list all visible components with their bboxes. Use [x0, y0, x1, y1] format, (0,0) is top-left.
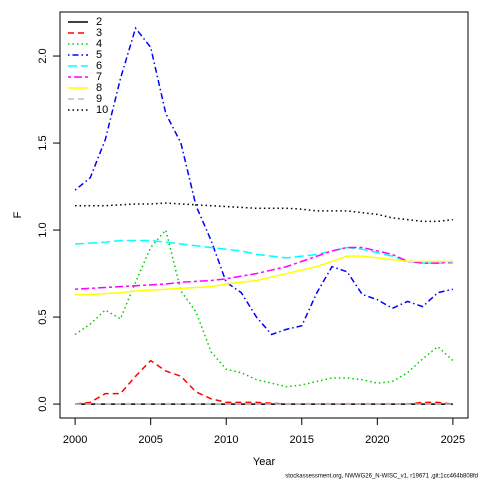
x-tick-label: 2010	[214, 434, 238, 446]
legend-label: 8	[96, 82, 102, 94]
legend-label: 4	[96, 38, 102, 50]
legend-label: 10	[96, 104, 108, 116]
y-tick-label: 2.0	[37, 48, 49, 63]
plot-box	[59, 11, 469, 419]
legend-label: 9	[96, 93, 102, 105]
x-tick-label: 2025	[441, 434, 465, 446]
x-tick-label: 2015	[290, 434, 314, 446]
legend-label: 7	[96, 71, 102, 83]
x-tick-label: 2000	[63, 434, 87, 446]
legend-label: 5	[96, 49, 102, 61]
legend-label: 3	[96, 27, 102, 39]
y-tick-label: 1.5	[37, 135, 49, 150]
y-tick-label: 1.0	[37, 222, 49, 237]
x-tick-label: 2020	[365, 434, 389, 446]
series-line	[75, 239, 453, 264]
x-axis-label: Year	[253, 456, 276, 468]
footer: stockassessment.org, NWWG26_N-WISC_v1, r…	[285, 474, 478, 480]
series-line	[74, 26, 454, 336]
series-line	[75, 359, 453, 405]
series-line	[75, 246, 453, 290]
y-tick-label: 0.0	[37, 396, 49, 411]
x-tick-label: 2005	[138, 434, 162, 446]
series-line	[75, 202, 453, 223]
series-line	[74, 228, 454, 388]
series-line	[75, 255, 453, 296]
legend-label: 2	[96, 16, 102, 28]
legend-label: 6	[96, 60, 102, 72]
y-axis-label: F	[12, 211, 24, 218]
y-tick-label: 0.5	[37, 309, 49, 324]
